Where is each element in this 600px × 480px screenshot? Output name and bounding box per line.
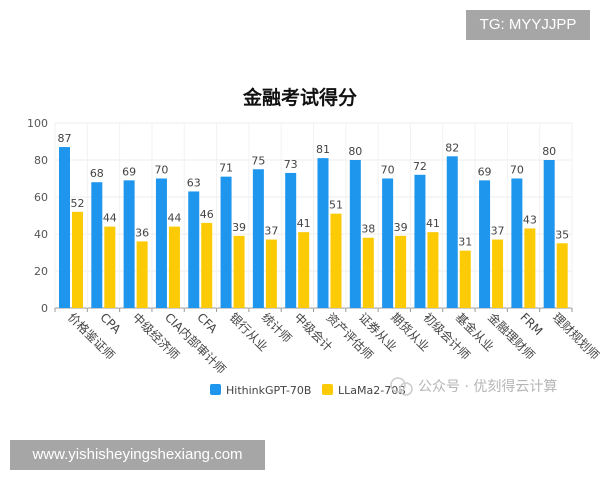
data-label: 37 (264, 225, 278, 238)
bar-llama2 (265, 239, 277, 308)
bar-hithinkgpt (123, 180, 135, 308)
data-label: 44 (167, 212, 181, 225)
x-tick-label: CPA (97, 310, 124, 337)
legend-swatch (210, 384, 221, 395)
watermark-tg: TG: MYYJJPP (466, 10, 590, 40)
data-label: 43 (523, 213, 537, 226)
data-label: 41 (426, 217, 440, 230)
bar-llama2 (427, 232, 439, 308)
bar-llama2 (492, 239, 504, 308)
legend-label: HithinkGPT-70B (226, 384, 311, 397)
legend: HithinkGPT-70B LLaMa2-70B (210, 384, 406, 397)
data-label: 80 (542, 145, 556, 158)
data-label: 73 (284, 158, 298, 171)
x-tick-label: CFA (194, 310, 220, 336)
bar-hithinkgpt (543, 160, 555, 308)
bar-hithinkgpt (155, 178, 167, 308)
bar-hithinkgpt (252, 169, 264, 308)
legend-label: LLaMa2-70B (338, 384, 406, 397)
bar-llama2 (459, 250, 471, 308)
y-tick-label: 80 (34, 154, 48, 167)
bar-llama2 (395, 235, 407, 308)
data-label: 41 (297, 217, 311, 230)
data-label: 70 (381, 164, 395, 177)
data-label: 70 (154, 164, 168, 177)
bar-llama2 (330, 213, 342, 308)
bar-llama2 (362, 237, 374, 308)
y-tick-label: 40 (34, 228, 48, 241)
bar-hithinkgpt (382, 178, 394, 308)
y-tick-label: 20 (34, 265, 48, 278)
data-label: 75 (251, 154, 265, 167)
data-label: 31 (458, 236, 472, 249)
wechat-watermark: 公众号 · 优刻得云计算 (390, 377, 557, 396)
x-tick-label: FRM (517, 310, 545, 338)
data-label: 51 (329, 199, 343, 212)
bar-llama2 (104, 226, 116, 308)
legend-swatch (322, 384, 333, 395)
data-label: 70 (510, 164, 524, 177)
bar-hithinkgpt (317, 158, 329, 308)
bar-hithinkgpt (59, 147, 70, 308)
data-label: 44 (103, 212, 117, 225)
data-label: 39 (394, 221, 408, 234)
data-label: 39 (232, 221, 246, 234)
x-tick-label: 理财规划师 (550, 310, 600, 363)
data-label: 81 (316, 143, 330, 156)
data-label: 37 (491, 225, 505, 238)
watermark-url: www.yishisheyingshexiang.com (10, 440, 265, 470)
bar-hithinkgpt (220, 176, 232, 308)
data-label: 36 (135, 226, 149, 239)
bar-hithinkgpt (349, 160, 361, 308)
data-label: 68 (90, 167, 104, 180)
bar-llama2 (233, 235, 245, 308)
data-label: 80 (348, 145, 362, 158)
bar-hithinkgpt (479, 180, 491, 308)
data-label: 72 (413, 160, 427, 173)
bar-llama2 (556, 243, 568, 308)
y-tick-label: 100 (27, 117, 48, 130)
bar-llama2 (298, 232, 310, 308)
bar-hithinkgpt (446, 156, 458, 308)
data-label: 69 (122, 165, 136, 178)
bar-llama2 (201, 222, 213, 308)
data-label: 71 (219, 162, 233, 175)
bar-llama2 (168, 226, 180, 308)
bar-llama2 (72, 211, 83, 308)
data-label: 87 (58, 132, 72, 145)
data-label: 35 (555, 228, 569, 241)
bar-hithinkgpt (285, 172, 297, 308)
data-label: 52 (71, 197, 85, 210)
y-tick-label: 0 (41, 302, 48, 315)
bar-llama2 (136, 241, 148, 308)
y-tick-label: 60 (34, 191, 48, 204)
data-label: 46 (200, 208, 214, 221)
data-label: 82 (445, 141, 459, 154)
bar-llama2 (524, 228, 536, 308)
bar-hithinkgpt (91, 182, 103, 308)
data-label: 69 (478, 165, 492, 178)
wechat-watermark-text: 公众号 · 优刻得云计算 (418, 378, 557, 395)
bar-hithinkgpt (414, 174, 426, 308)
chart-title: 金融考试得分 (242, 86, 357, 109)
bar-hithinkgpt (511, 178, 523, 308)
data-label: 63 (187, 176, 201, 189)
data-label: 38 (361, 223, 375, 236)
bar-hithinkgpt (188, 191, 200, 308)
